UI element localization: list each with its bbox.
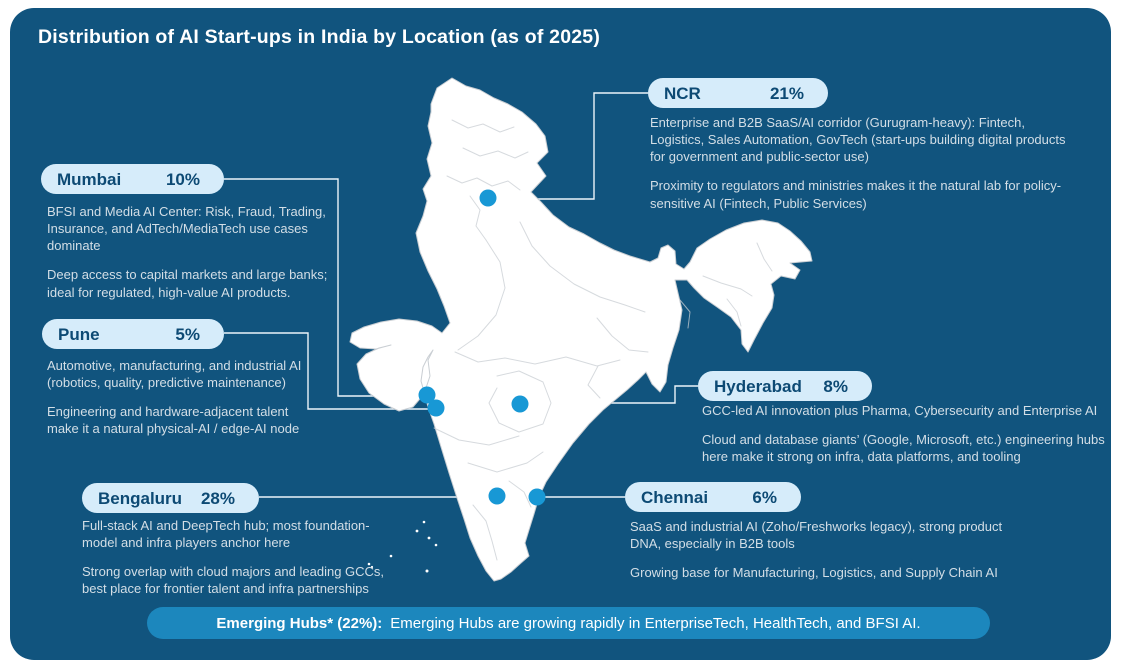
city-marker-chennai — [528, 488, 546, 506]
city-description: Proximity to regulators and ministries m… — [650, 178, 1062, 211]
city-name: Bengaluru — [98, 488, 183, 508]
callout-bengaluru: Full-stack AI and DeepTech hub; most fou… — [82, 517, 402, 610]
city-name: NCR — [664, 83, 701, 103]
islands — [367, 520, 438, 573]
emerging-hubs-label: Emerging Hubs* (22%): — [216, 614, 383, 632]
city-description: BFSI and Media AI Center: Risk, Fraud, T… — [47, 204, 326, 254]
callout-mumbai: BFSI and Media AI Center: Risk, Fraud, T… — [47, 203, 343, 313]
city-percent: 5% — [175, 324, 200, 344]
city-label-bengaluru: Bengaluru 28% — [82, 483, 259, 513]
city-label-hyderabad: Hyderabad 8% — [698, 371, 872, 401]
city-name: Hyderabad — [714, 376, 802, 396]
city-description: Enterprise and B2B SaaS/AI corridor (Gur… — [650, 115, 1066, 165]
emerging-hubs-text: Emerging Hubs are growing rapidly in Ent… — [390, 614, 921, 632]
connector-ncr — [489, 92, 648, 200]
emerging-hubs-banner: Emerging Hubs* (22%): Emerging Hubs are … — [147, 607, 990, 639]
city-description: Engineering and hardware-adjacent talent… — [47, 404, 300, 437]
city-markers — [418, 189, 546, 506]
city-percent: 21% — [769, 83, 804, 103]
city-marker-pune — [427, 399, 445, 417]
city-description: Growing base for Manufacturing, Logistic… — [630, 565, 998, 581]
city-name: Pune — [58, 324, 100, 344]
city-description: SaaS and industrial AI (Zoho/Freshworks … — [630, 519, 1003, 552]
india-landmass — [349, 77, 813, 582]
city-percent: 10% — [165, 169, 200, 189]
callout-ncr: Enterprise and B2B SaaS/AI corridor (Gur… — [650, 114, 1070, 224]
city-marker-ncr — [479, 189, 497, 207]
city-marker-mumbai — [418, 386, 436, 404]
callout-chennai: SaaS and industrial AI (Zoho/Freshworks … — [630, 518, 1028, 593]
state-borders — [433, 119, 773, 561]
callout-pune: Automotive, manufacturing, and industria… — [47, 357, 319, 450]
city-description: Full-stack AI and DeepTech hub; most fou… — [82, 518, 370, 551]
city-description: Strong overlap with cloud majors and lea… — [82, 564, 385, 597]
city-name: Chennai — [641, 487, 709, 507]
connector-pune — [224, 332, 435, 410]
city-percent: 8% — [823, 376, 848, 396]
callout-hyderabad: GCC-led AI innovation plus Pharma, Cyber… — [702, 402, 1112, 477]
city-marker-hyderabad — [511, 395, 529, 413]
city-description: Deep access to capital markets and large… — [47, 267, 328, 300]
page-title: Distribution of AI Start-ups in India by… — [38, 26, 601, 48]
city-percent: 28% — [200, 488, 235, 508]
city-description: Automotive, manufacturing, and industria… — [47, 358, 302, 391]
city-description: Cloud and database giants’ (Google, Micr… — [702, 432, 1105, 465]
city-label-pune: Pune 5% — [42, 319, 224, 349]
city-label-chennai: Chennai 6% — [625, 482, 801, 512]
city-label-ncr: NCR 21% — [648, 78, 828, 108]
city-marker-bengaluru — [488, 487, 506, 505]
city-description: GCC-led AI innovation plus Pharma, Cyber… — [702, 403, 1098, 418]
city-name: Mumbai — [57, 169, 122, 189]
city-percent: 6% — [752, 487, 777, 507]
city-label-mumbai: Mumbai 10% — [41, 164, 224, 194]
